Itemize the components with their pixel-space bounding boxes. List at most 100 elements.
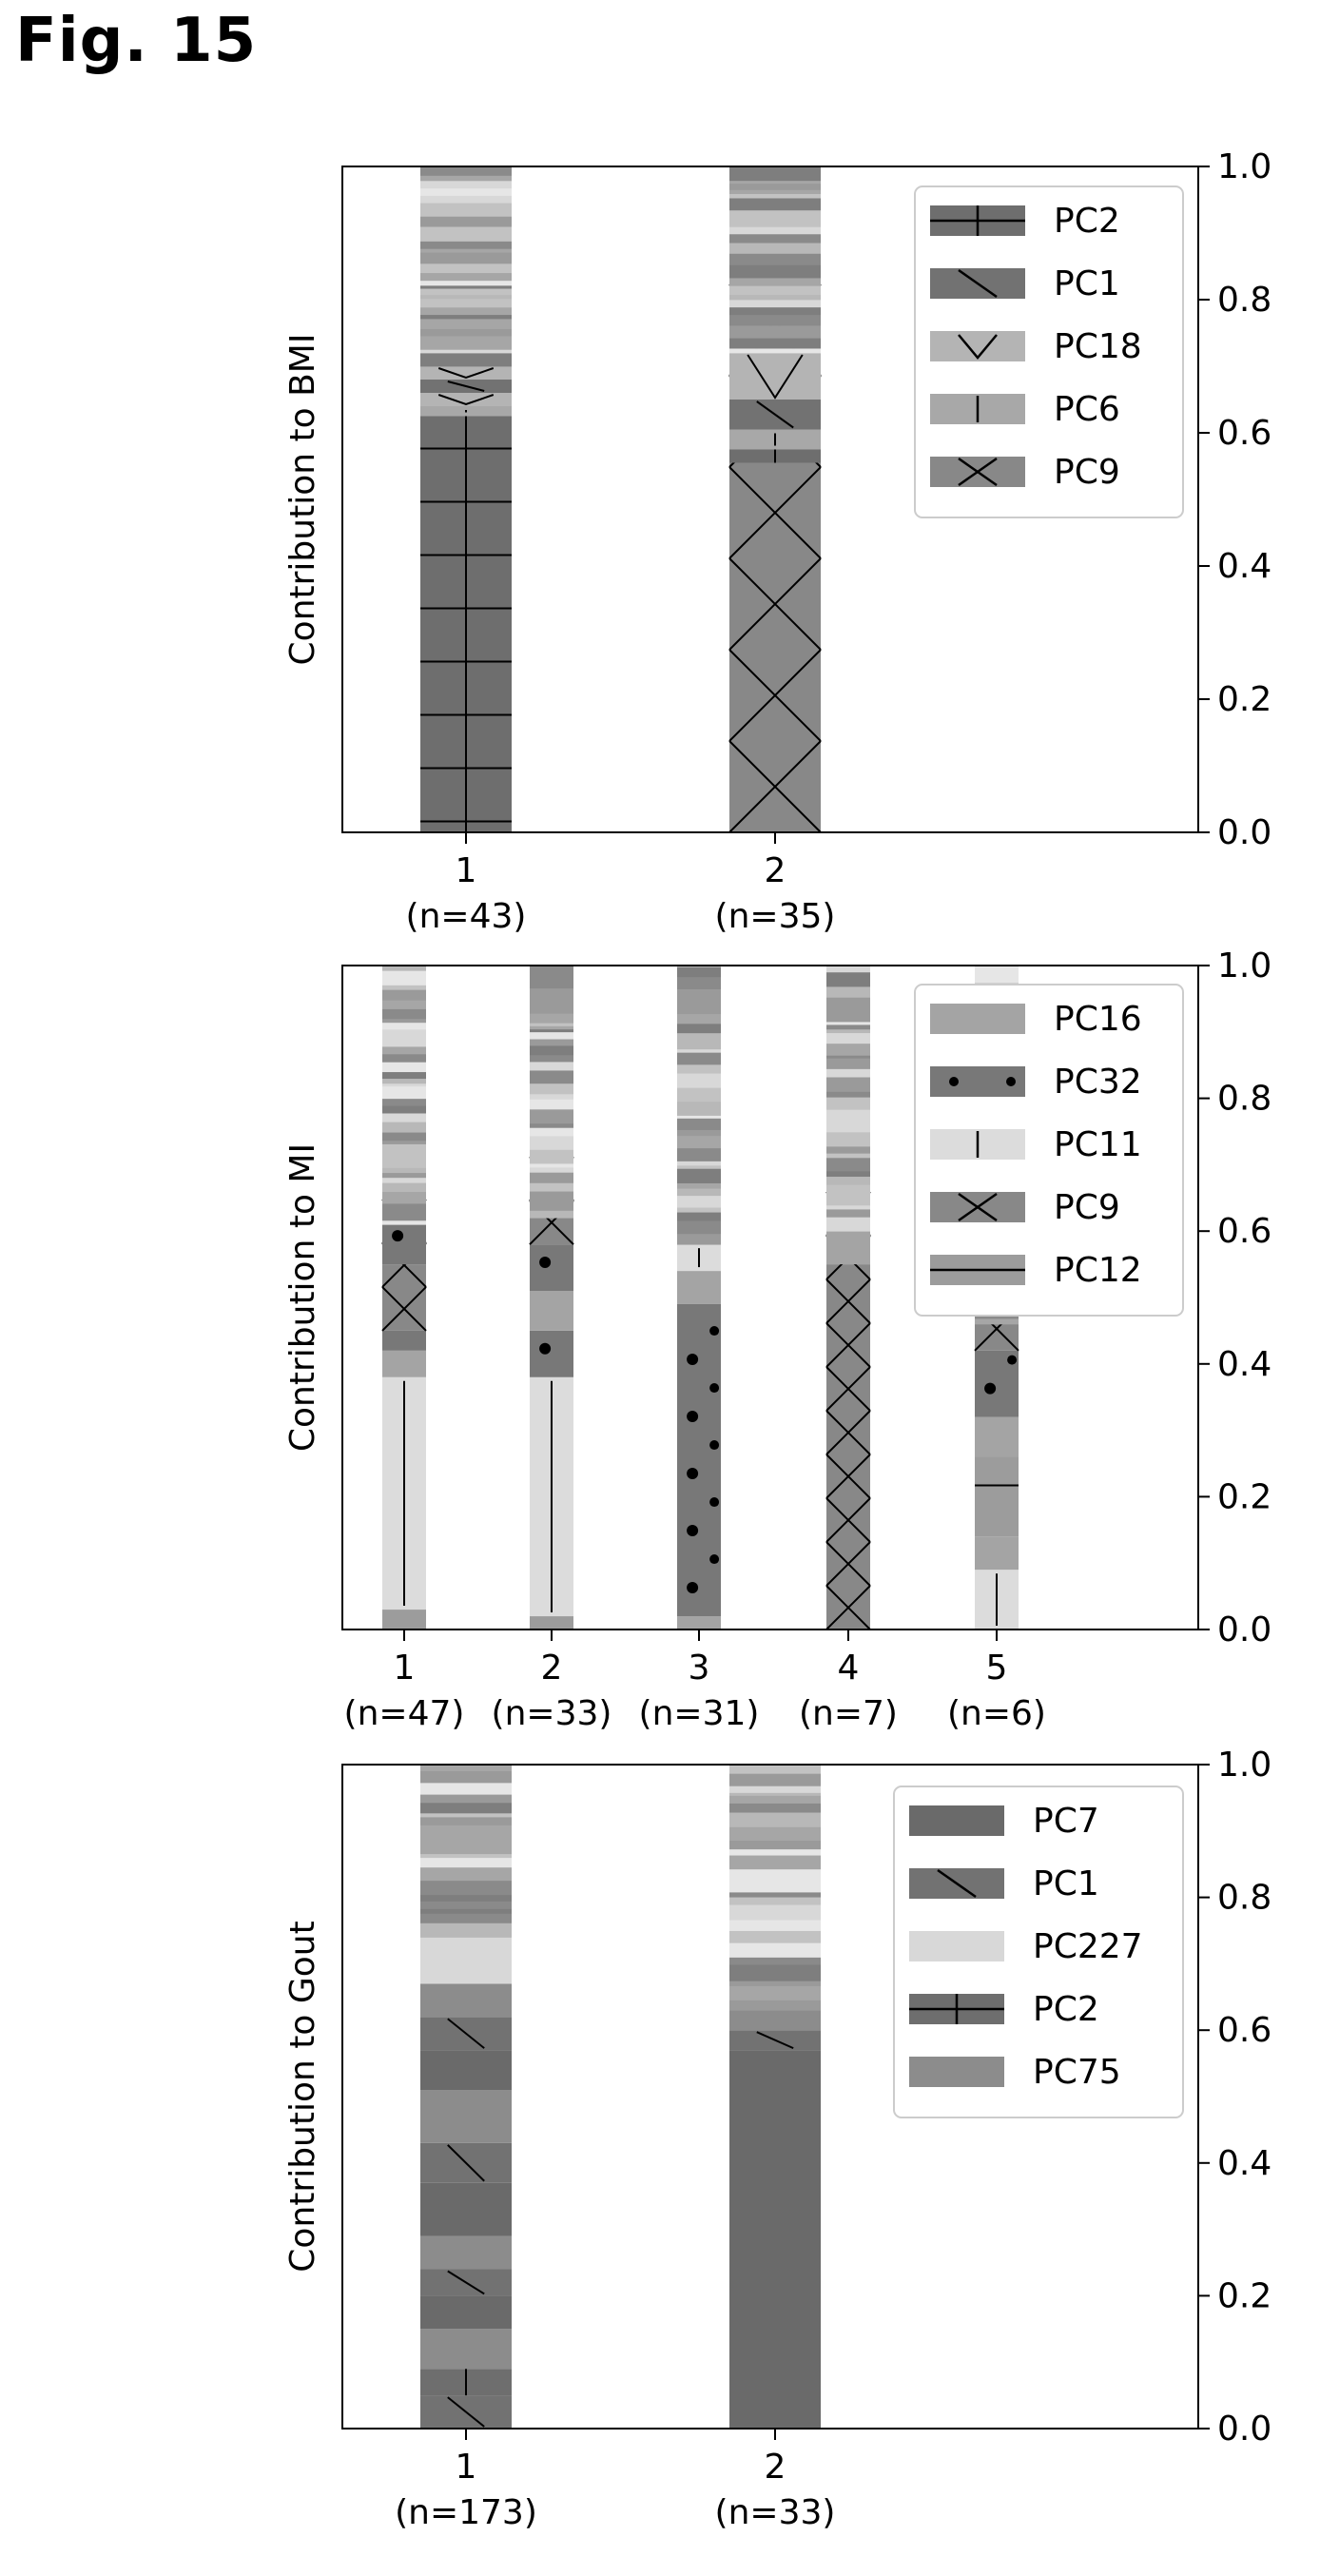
bar-segment-pc32 bbox=[530, 1315, 573, 1377]
legend-label: PC2 bbox=[1054, 202, 1120, 241]
x-axis: 1 (n=43) 2 (n=35) bbox=[406, 832, 835, 936]
bar-segment-pc18 bbox=[420, 393, 512, 406]
x-tick-sample-size: (n=47) bbox=[344, 1694, 465, 1733]
legend-entry-pc6: PC6 bbox=[930, 390, 1120, 429]
bars-group bbox=[420, 1765, 821, 2429]
bar-segment-pc11 bbox=[975, 1570, 1019, 1630]
x-tick-label: 1 bbox=[456, 2448, 477, 2487]
bar-segment-pc2 bbox=[420, 2369, 512, 2396]
legend-entry-pc1: PC1 bbox=[909, 1864, 1099, 1903]
x-tick-sample-size: (n=33) bbox=[492, 1694, 612, 1733]
bar-segment-pc11 bbox=[530, 1376, 573, 1617]
bar-segment-other-pcs bbox=[677, 966, 721, 1245]
bar-segment-pc2 bbox=[420, 416, 512, 832]
bar-segment-pc9 bbox=[825, 1191, 871, 1630]
x-tick-label: 1 bbox=[456, 851, 477, 890]
legend-label: PC9 bbox=[1054, 1188, 1120, 1227]
y-axis: 0.0 0.2 0.4 0.6 0.8 1.0 bbox=[1198, 1746, 1271, 2449]
bar-segment-pc75 bbox=[420, 2235, 512, 2270]
bar-segment-pc11 bbox=[677, 1244, 721, 1272]
bars-group bbox=[420, 166, 822, 832]
legend-entry-pc32: PC32 bbox=[930, 1063, 1142, 1102]
bar-segment-pc2 bbox=[729, 449, 821, 463]
bar-segment-pc12 bbox=[975, 1456, 1019, 1537]
bar-segment-pc18 bbox=[420, 366, 512, 380]
y-axis-label: Contribution to MI bbox=[283, 1143, 322, 1452]
bar-segment-pc1 bbox=[420, 2269, 512, 2296]
legend-swatch bbox=[930, 1004, 1025, 1034]
y-tick-label: 1.0 bbox=[1217, 946, 1271, 986]
bars-group bbox=[381, 966, 1019, 1630]
legend-label: PC6 bbox=[1054, 390, 1120, 429]
y-tick-label: 0.8 bbox=[1217, 1879, 1271, 1918]
legend-swatch bbox=[909, 1805, 1004, 1836]
y-tick-label: 0.6 bbox=[1217, 2011, 1271, 2050]
y-tick-label: 0.2 bbox=[1217, 680, 1271, 719]
bar-segment-other-pcs bbox=[729, 1765, 821, 2011]
stacked-bar-4 bbox=[825, 966, 871, 1630]
y-tick-label: 0.4 bbox=[1217, 2144, 1271, 2183]
bar-segment-pc16 bbox=[530, 1291, 573, 1331]
legend-entry-pc9: PC9 bbox=[930, 1188, 1120, 1227]
y-tick-label: 0.8 bbox=[1217, 1080, 1271, 1119]
bar-segment-pc1 bbox=[420, 2017, 512, 2051]
bar-segment-other-pcs bbox=[420, 166, 512, 367]
stacked-bar-2 bbox=[728, 166, 822, 832]
bar-segment-pc9 bbox=[728, 283, 822, 832]
stacked-bar-2 bbox=[529, 966, 574, 1630]
bar-segment-other-pcs bbox=[420, 1765, 512, 1938]
bar-segment-pc16 bbox=[826, 1231, 870, 1265]
bar-segment-other-pcs bbox=[530, 966, 573, 1219]
y-tick-label: 0.4 bbox=[1217, 1345, 1271, 1384]
legend: PC16 PC32 PC11 PC9 PC12 bbox=[914, 984, 1184, 1317]
bar-segment-pc12 bbox=[382, 1610, 426, 1630]
stacked-bar-1 bbox=[420, 166, 512, 832]
bar-segment-pc1 bbox=[420, 380, 512, 393]
y-tick-label: 0.2 bbox=[1217, 2276, 1271, 2315]
x-tick-label: 4 bbox=[838, 1649, 860, 1688]
legend-entry-pc75: PC75 bbox=[909, 2053, 1121, 2092]
y-axis-label: Contribution to BMI bbox=[283, 334, 322, 666]
legend-entry-pc12: PC12 bbox=[930, 1251, 1142, 1290]
legend-entry-pc2: PC2 bbox=[930, 202, 1120, 241]
bar-segment-pc7 bbox=[729, 2050, 821, 2429]
y-tick-label: 1.0 bbox=[1217, 1746, 1271, 1785]
legend-entry-pc11: PC11 bbox=[930, 1125, 1142, 1164]
bar-segment-pc32 bbox=[677, 1303, 721, 1617]
legend-label: PC1 bbox=[1054, 264, 1120, 303]
y-tick-label: 0.2 bbox=[1217, 1477, 1271, 1516]
y-tick-label: 0.0 bbox=[1217, 1610, 1271, 1649]
legend-entry-pc7: PC7 bbox=[909, 1802, 1099, 1841]
x-tick-sample-size: (n=173) bbox=[395, 2493, 537, 2532]
bar-segment-pc1 bbox=[420, 2142, 512, 2183]
y-axis-label: Contribution to Gout bbox=[283, 1921, 322, 2272]
y-tick-label: 0.6 bbox=[1217, 1212, 1271, 1251]
legend-entry-pc16: PC16 bbox=[930, 1000, 1142, 1039]
legend-label: PC9 bbox=[1054, 453, 1120, 492]
bar-segment-pc32 bbox=[382, 1202, 426, 1265]
legend: PC2 PC1 PC18 PC6 PC9 bbox=[914, 185, 1184, 518]
y-tick-label: 0.4 bbox=[1217, 547, 1271, 586]
x-tick-sample-size: (n=43) bbox=[406, 897, 527, 936]
stacked-bar-2 bbox=[729, 1765, 821, 2429]
legend: PC7 PC1 PC227 PC2 PC75 bbox=[893, 1786, 1184, 2118]
bar-segment-pc1 bbox=[729, 2030, 821, 2051]
legend-label: PC32 bbox=[1054, 1063, 1142, 1102]
bar-segment-pc11 bbox=[382, 1376, 426, 1610]
bar-segment-pc16 bbox=[382, 1350, 426, 1377]
legend-label: PC18 bbox=[1054, 327, 1142, 366]
bar-segment-pc7 bbox=[420, 2182, 512, 2236]
bar-segment-pc1 bbox=[420, 2395, 512, 2429]
legend-swatch bbox=[909, 2057, 1004, 2087]
bar-segment-pc16 bbox=[677, 1271, 721, 1304]
bar-segment-pc75 bbox=[420, 1983, 512, 2018]
legend-entry-pc9: PC9 bbox=[930, 453, 1120, 492]
x-tick-sample-size: (n=6) bbox=[947, 1694, 1046, 1733]
legend-entry-pc227: PC227 bbox=[909, 1927, 1143, 1966]
y-tick-label: 0.6 bbox=[1217, 414, 1271, 453]
bar-segment-pc16 bbox=[975, 1416, 1019, 1457]
bar-segment-pc7 bbox=[420, 2050, 512, 2091]
x-axis: 1 (n=173) 2 (n=33) bbox=[395, 2429, 835, 2532]
stacked-bar-1 bbox=[420, 1765, 512, 2429]
